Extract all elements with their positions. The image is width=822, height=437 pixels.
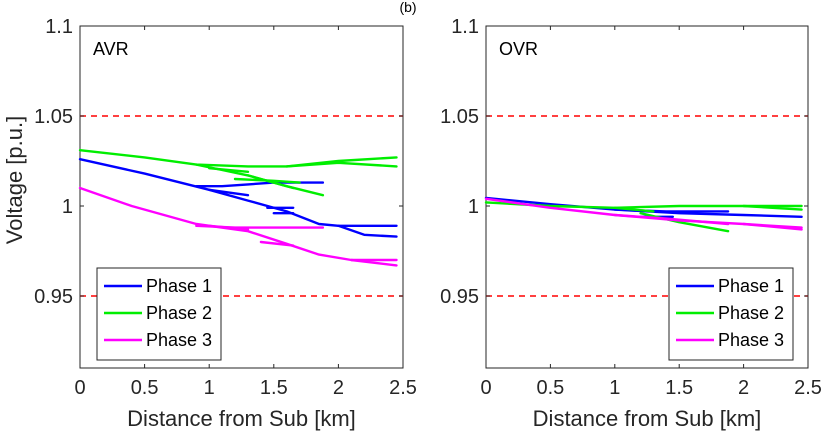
reference-lines [80, 115, 403, 297]
axis-ticks: 0 0.5 1 1.5 2 2.5 0.95 1 1.05 1.1 [440, 16, 822, 399]
data-lines [78, 148, 398, 267]
legend-label-3: Phase 3 [718, 330, 784, 350]
series-3-segment-0 [78, 186, 398, 267]
series-1-segment-0 [78, 157, 398, 228]
y-tick-label: 1.05 [440, 106, 479, 128]
x-axis-label: Distance from Sub [km] [533, 406, 762, 431]
x-tick-label: 1 [204, 377, 215, 399]
x-tick-label: 2.5 [794, 377, 822, 399]
x-tick-label: 1.5 [260, 377, 288, 399]
y-tick-label: 1 [468, 196, 479, 218]
subfigure-label: (b) [399, 0, 416, 15]
legend-label-1: Phase 1 [718, 276, 784, 296]
y-tick-label: 0.95 [34, 286, 73, 308]
series-2-segment-4 [207, 166, 250, 174]
x-tick-label: 1 [609, 377, 620, 399]
series-2-segment-5 [233, 177, 301, 184]
x-tick-label: 0 [480, 377, 491, 399]
panel-ovr: 0 0.5 1 1.5 2 2.5 0.95 1 1.05 1.1 OVR Distance fr… [440, 16, 822, 431]
y-tick-label: 1.1 [451, 16, 479, 38]
x-tick-label: 0.5 [131, 377, 159, 399]
legend-label-1: Phase 1 [146, 276, 212, 296]
axis-ticks: 0 0.5 1 1.5 2 2.5 0.95 1 1.05 1.1 [34, 16, 417, 399]
series-2-segment-1 [639, 211, 730, 233]
series-1-segment-1 [337, 224, 398, 238]
series-3-segment-1 [613, 213, 730, 226]
x-tick-label: 0 [74, 377, 85, 399]
series-2-segment-3 [613, 206, 655, 213]
legend-label-2: Phase 2 [718, 303, 784, 323]
x-tick-label: 1.5 [665, 377, 693, 399]
series-2-segment-3 [246, 174, 325, 197]
x-tick-label: 2 [333, 377, 344, 399]
y-tick-label: 0.95 [440, 286, 479, 308]
series-1-segment-3 [207, 188, 250, 197]
legend: Phase 1 Phase 2 Phase 3 [668, 267, 794, 361]
panel-avr: 0 0.5 1 1.5 2 2.5 0.95 1 1.05 1.1 AVR Distance fr… [34, 16, 417, 431]
series-2-segment-1 [285, 161, 398, 168]
legend-label-3: Phase 3 [146, 330, 212, 350]
series-2-segment-0 [78, 148, 398, 168]
data-lines [484, 196, 803, 233]
series-3-segment-4 [259, 240, 295, 247]
y-tick-label: 1 [62, 196, 73, 218]
x-tick-label: 2 [738, 377, 749, 399]
series-1-segment-2 [195, 181, 325, 188]
legend: Phase 1 Phase 2 Phase 3 [96, 267, 222, 361]
panel-label: AVR [93, 39, 129, 59]
y-tick-label: 1.1 [45, 16, 73, 38]
panel-label: OVR [499, 39, 538, 59]
x-axis-label: Distance from Sub [km] [127, 406, 356, 431]
x-tick-label: 0.5 [536, 377, 564, 399]
y-axis-label: Voltage [p.u.] [2, 116, 27, 244]
x-tick-label: 2.5 [389, 377, 417, 399]
y-tick-label: 1.05 [34, 106, 73, 128]
legend-label-2: Phase 2 [146, 303, 212, 323]
series-2-segment-2 [742, 204, 803, 211]
series-3-segment-2 [742, 222, 803, 231]
series-3-segment-3 [207, 224, 250, 231]
